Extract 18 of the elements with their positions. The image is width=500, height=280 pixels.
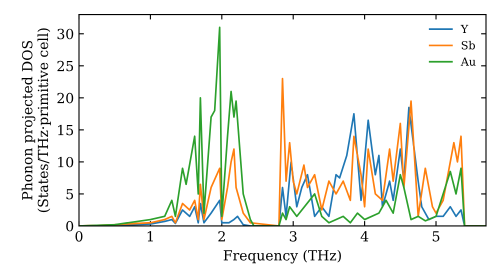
y-tick-label: 10 [58,156,74,168]
x-tick-label: 0 [75,231,82,242]
legend-label: Y [460,24,468,34]
y-axis-title: Phonon projected DOS (States/THz·primitive cell) [22,28,51,212]
y-tick-label: 30 [58,28,74,40]
y-tick-label: 0 [66,220,74,232]
y-tick-label: 20 [57,92,74,104]
x-tick-label: 5 [432,231,440,242]
legend-label: Sb [462,40,475,50]
x-tick-label: 2 [218,231,225,242]
x-tick-label: 1 [148,231,153,242]
legend-label: Au [460,58,476,66]
y-tick-label: 15 [58,124,74,136]
x-axis-title: Frequency (THz) [224,250,341,264]
y-tick-label: 5 [66,189,74,200]
x-tick-label: 4 [360,231,368,242]
x-tick-label: 3 [290,231,297,242]
y-tick-label: 25 [57,60,74,72]
